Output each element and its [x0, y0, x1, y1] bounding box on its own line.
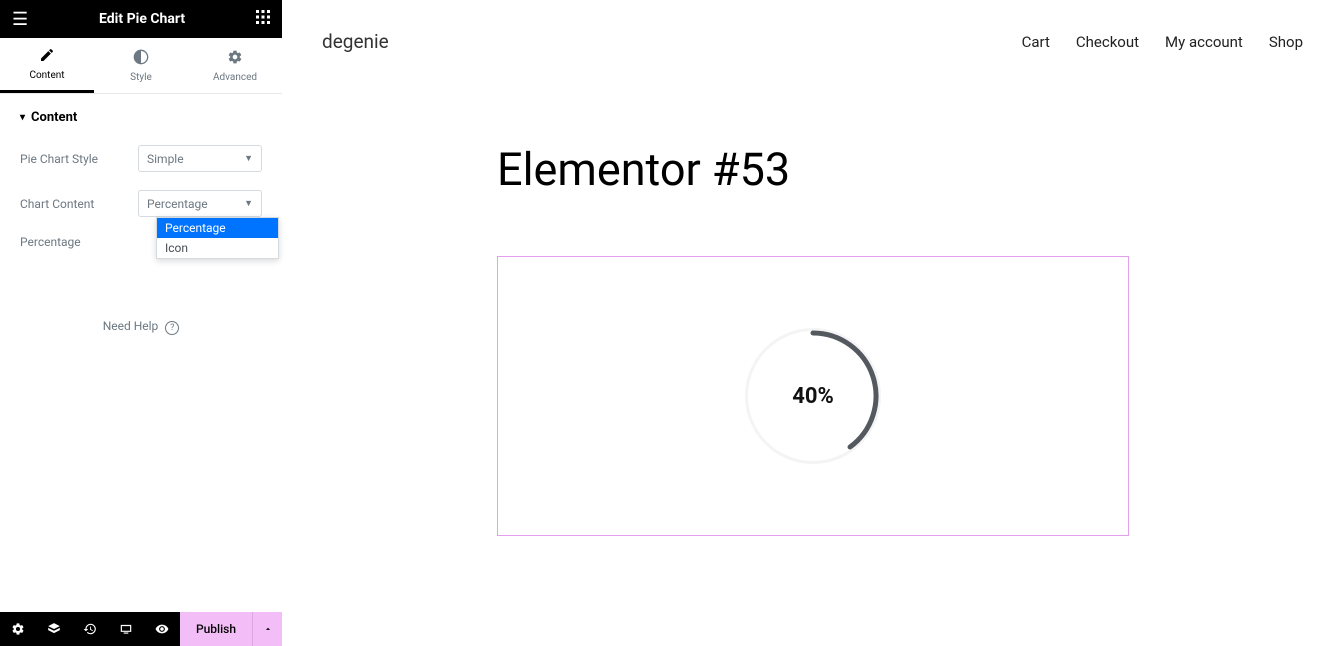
control-pie-chart-style: Pie Chart Style Simple ▼ — [20, 145, 262, 172]
site-nav: Cart Checkout My account Shop — [1022, 33, 1303, 51]
pie-chart-widget[interactable]: 40% — [497, 256, 1129, 536]
sidebar-footer: Publish — [0, 612, 282, 646]
site-name[interactable]: degenie — [322, 30, 389, 53]
panel-tabs: Content Style Advanced — [0, 38, 282, 94]
help-icon: ? — [165, 321, 179, 335]
select-pie-chart-style[interactable]: Simple ▼ — [138, 145, 262, 172]
select-value: Percentage — [147, 197, 208, 211]
pie-percentage-label: 40% — [745, 328, 881, 464]
nav-link-shop[interactable]: Shop — [1269, 33, 1303, 51]
pencil-icon — [39, 47, 55, 66]
tab-label: Advanced — [213, 72, 257, 83]
widgets-grid-icon[interactable] — [256, 10, 270, 28]
tab-style[interactable]: Style — [94, 38, 188, 93]
publish-button[interactable]: Publish — [180, 612, 252, 646]
sidebar-title: Edit Pie Chart — [28, 11, 256, 27]
preview-icon[interactable] — [144, 612, 180, 646]
editor-sidebar: ☰ Edit Pie Chart Content Style Advanced … — [0, 0, 282, 646]
tab-content[interactable]: Content — [0, 38, 94, 93]
dropdown-option-percentage[interactable]: Percentage — [157, 218, 278, 238]
gear-icon — [227, 49, 243, 68]
pie-chart: 40% — [745, 328, 881, 464]
chevron-down-icon: ▼ — [244, 153, 253, 164]
tab-label: Style — [130, 72, 152, 83]
settings-icon[interactable] — [0, 612, 36, 646]
dropdown-chart-content: Percentage Icon — [156, 217, 279, 259]
section-content-title[interactable]: Content — [20, 110, 262, 125]
navigator-icon[interactable] — [36, 612, 72, 646]
contrast-icon — [133, 49, 149, 68]
control-label: Percentage — [20, 235, 138, 249]
select-chart-content[interactable]: Percentage ▼ — [138, 190, 262, 217]
nav-link-cart[interactable]: Cart — [1022, 33, 1050, 51]
dropdown-option-icon[interactable]: Icon — [157, 238, 278, 258]
select-value: Simple — [147, 152, 184, 166]
need-help-link[interactable]: Need Help ? — [20, 319, 262, 335]
nav-link-my-account[interactable]: My account — [1165, 33, 1243, 51]
need-help-text: Need Help — [103, 319, 159, 333]
panel-body: Content Pie Chart Style Simple ▼ Chart C… — [0, 94, 282, 612]
chevron-down-icon: ▼ — [244, 198, 253, 209]
tab-label: Content — [29, 70, 64, 81]
hamburger-icon[interactable]: ☰ — [12, 9, 28, 30]
preview-area: degenie Cart Checkout My account Shop El… — [282, 0, 1343, 646]
page-title: Elementor #53 — [497, 143, 1303, 196]
control-label: Chart Content — [20, 197, 138, 211]
nav-link-checkout[interactable]: Checkout — [1076, 33, 1139, 51]
history-icon[interactable] — [72, 612, 108, 646]
sidebar-header: ☰ Edit Pie Chart — [0, 0, 282, 38]
tab-advanced[interactable]: Advanced — [188, 38, 282, 93]
control-label: Pie Chart Style — [20, 152, 138, 166]
control-chart-content: Chart Content Percentage ▼ Percentage Ic… — [20, 190, 262, 217]
publish-options-toggle[interactable] — [252, 612, 282, 646]
site-header: degenie Cart Checkout My account Shop — [322, 30, 1303, 53]
responsive-icon[interactable] — [108, 612, 144, 646]
